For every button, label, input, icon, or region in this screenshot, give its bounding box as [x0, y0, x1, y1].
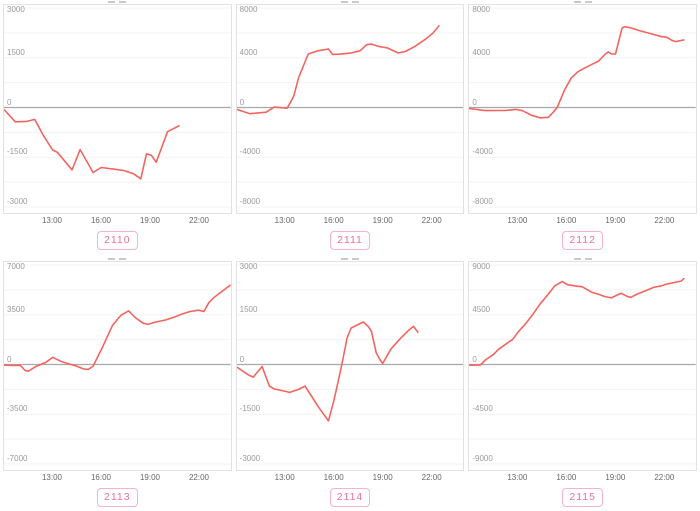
x-axis: 13:00 16:00 19:00 22:00 — [468, 471, 697, 484]
series-line — [4, 284, 231, 372]
x-tick-label: 13:00 — [274, 473, 295, 482]
chart-panel-2113: 7000 3500 0 -3500 -7000 13:00 16:00 19:00 22:00… — [3, 258, 232, 507]
line-chart — [4, 7, 231, 208]
clipped-title-fragment — [3, 1, 232, 3]
clipped-title-fragment — [468, 1, 697, 3]
x-tick-label: 16:00 — [323, 473, 344, 482]
chart-plot-area: 8000 4000 0 -4000 -8000 — [468, 4, 697, 214]
series-line — [469, 25, 685, 119]
x-tick-label: 19:00 — [372, 216, 393, 225]
x-tick-label: 19:00 — [139, 216, 160, 225]
x-tick-label: 13:00 — [507, 216, 528, 225]
chart-plot-area: 9000 4500 0 -4500 -9000 — [468, 261, 697, 471]
clipped-title-fragment — [236, 258, 465, 260]
x-tick-label: 19:00 — [372, 473, 393, 482]
series-line — [236, 321, 419, 422]
x-tick-label: 13:00 — [507, 473, 528, 482]
x-tick-label: 22:00 — [654, 216, 675, 225]
x-tick-label: 22:00 — [421, 216, 442, 225]
line-chart — [236, 7, 464, 208]
chart-plot-area: 3000 1500 0 -1500 -3000 — [235, 261, 465, 471]
x-tick-label: 16:00 — [323, 216, 344, 225]
x-tick-label: 16:00 — [556, 473, 577, 482]
x-axis: 13:00 16:00 19:00 22:00 — [3, 214, 232, 227]
x-axis: 13:00 16:00 19:00 22:00 — [236, 214, 465, 227]
badge-row: 2115 — [468, 487, 697, 507]
chart-id-link[interactable]: 2111 — [330, 231, 370, 250]
x-axis: 13:00 16:00 19:00 22:00 — [3, 471, 232, 484]
clipped-title-fragment — [3, 258, 232, 260]
series-line — [469, 277, 686, 366]
chart-plot-area: 3000 1500 0 -1500 -3000 — [3, 4, 232, 214]
x-tick-label: 22:00 — [421, 473, 442, 482]
badge-row: 2112 — [468, 230, 697, 250]
line-chart — [4, 264, 231, 465]
badge-row: 2111 — [236, 230, 465, 250]
x-tick-label: 16:00 — [556, 216, 577, 225]
chart-id-link[interactable]: 2113 — [97, 488, 138, 507]
series-line — [4, 108, 181, 180]
badge-row: 2114 — [236, 487, 465, 507]
x-tick-label: 22:00 — [188, 473, 209, 482]
chart-plot-area: 8000 4000 0 -4000 -8000 — [235, 4, 465, 214]
chart-plot-area: 7000 3500 0 -3500 -7000 — [3, 261, 232, 471]
chart-panel-2111: 8000 4000 0 -4000 -8000 13:00 16:00 19:00 22:00… — [235, 1, 465, 250]
x-tick-label: 13:00 — [274, 216, 295, 225]
line-chart — [469, 264, 696, 465]
line-chart — [469, 7, 696, 208]
clipped-title-fragment — [236, 1, 465, 3]
chart-panel-2112: 8000 4000 0 -4000 -8000 13:00 16:00 19:00 22:00… — [468, 1, 697, 250]
x-tick-label: 13:00 — [41, 216, 62, 225]
chart-id-link[interactable]: 2115 — [562, 488, 603, 507]
chart-id-link[interactable]: 2114 — [329, 488, 371, 507]
chart-panel-2115: 9000 4500 0 -4500 -9000 13:00 16:00 19:00 22:00… — [468, 258, 697, 507]
x-tick-label: 16:00 — [90, 473, 111, 482]
chart-panel-2110: 3000 1500 0 -1500 -3000 13:00 16:00 19:00 22:00… — [3, 1, 232, 250]
x-tick-label: 13:00 — [41, 473, 62, 482]
x-tick-label: 19:00 — [605, 216, 626, 225]
chart-id-link[interactable]: 2112 — [562, 231, 603, 250]
x-tick-label: 19:00 — [605, 473, 626, 482]
x-tick-label: 22:00 — [654, 473, 675, 482]
chart-panel-2114: 3000 1500 0 -1500 -3000 13:00 16:00 19:00 22:00… — [235, 258, 465, 507]
x-tick-label: 22:00 — [188, 216, 209, 225]
series-line — [236, 24, 440, 115]
clipped-title-fragment — [468, 258, 697, 260]
chart-id-link[interactable]: 2110 — [97, 231, 138, 250]
x-axis: 13:00 16:00 19:00 22:00 — [236, 471, 465, 484]
line-chart — [236, 264, 464, 465]
badge-row: 2110 — [3, 230, 232, 250]
x-axis: 13:00 16:00 19:00 22:00 — [468, 214, 697, 227]
x-tick-label: 16:00 — [90, 216, 111, 225]
x-tick-label: 19:00 — [139, 473, 160, 482]
badge-row: 2113 — [3, 487, 232, 507]
